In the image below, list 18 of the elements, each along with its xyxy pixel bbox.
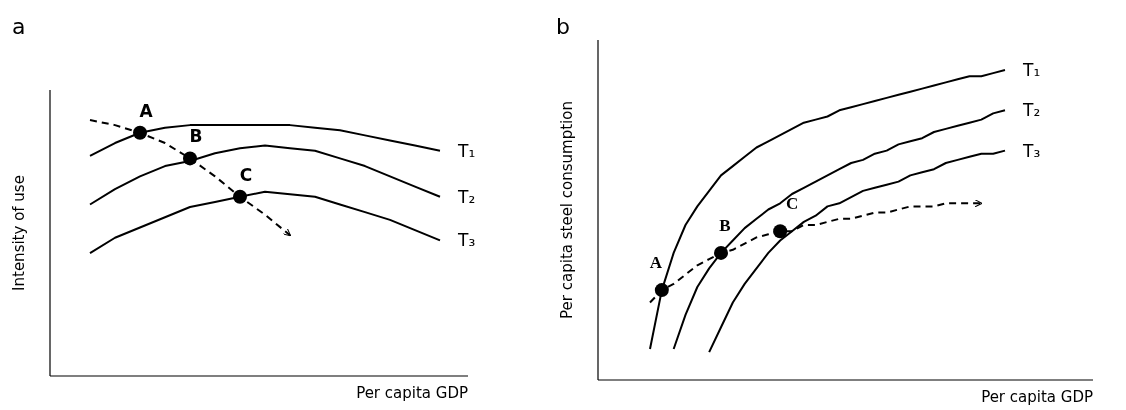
series-label: T₁ (457, 140, 476, 161)
annotation: C (786, 194, 799, 214)
chart-title: b (556, 14, 570, 39)
chart-title: a (12, 14, 26, 39)
annotation: B (189, 126, 203, 147)
x-axis-title: Per capita GDP (356, 384, 468, 402)
annotation: A (139, 100, 154, 121)
series-label: T₁ (1022, 60, 1041, 80)
y-axis-title: Per capita steel consumption (558, 101, 576, 319)
series-label: T₂ (1022, 100, 1041, 121)
y-axis-title: Intensity of use (10, 175, 28, 291)
series-label: T₃ (1022, 140, 1041, 161)
x-axis-title: Per capita GDP (981, 388, 1093, 406)
annotation: A (649, 253, 663, 273)
annotation: B (719, 215, 731, 235)
series-label: T₂ (457, 186, 476, 207)
annotation: C (239, 164, 253, 185)
series-label: T₃ (457, 230, 476, 251)
